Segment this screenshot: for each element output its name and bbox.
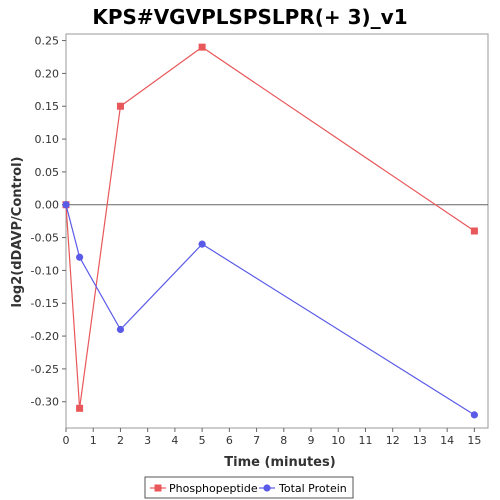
- legend: Phosphopeptide Total Protein: [144, 476, 354, 499]
- plot-frame: [65, 33, 489, 429]
- x-tick-label: 4: [171, 434, 178, 447]
- y-tick-label: 0.00: [35, 199, 60, 212]
- legend-label: Phosphopeptide: [169, 482, 258, 495]
- x-axis-label: Time (minutes): [224, 455, 335, 470]
- x-tick-label: 1: [90, 434, 97, 447]
- x-axis: 0 1 2 3 4 5 6 7 8 9 10 11 12 13 14 15: [63, 428, 481, 447]
- y-tick-label: -0.30: [31, 396, 59, 409]
- y-tick-label: 0.15: [35, 100, 60, 113]
- legend-marker: [154, 484, 162, 492]
- data-point: [76, 404, 84, 412]
- legend-box: [144, 476, 354, 499]
- x-tick-label: 14: [440, 434, 454, 447]
- y-axis: 0.25 0.20 0.15 0.10 0.05 0.00 -0.05 -0.10 -0.15 -…: [31, 35, 66, 409]
- y-tick-label: 0.20: [35, 67, 60, 80]
- data-point: [470, 227, 478, 235]
- x-tick-label: 7: [253, 434, 260, 447]
- x-tick-label: 5: [199, 434, 206, 447]
- x-tick-label: 2: [117, 434, 124, 447]
- data-point: [470, 411, 478, 419]
- data-point: [198, 240, 206, 248]
- y-tick-label: -0.25: [31, 363, 59, 376]
- x-tick-label: 11: [358, 434, 372, 447]
- y-tick-label: 0.05: [35, 166, 60, 179]
- y-tick-label: -0.20: [31, 330, 59, 343]
- chart-title: KPS#VGVPLSPSLPR(+ 3)_v1: [92, 5, 407, 29]
- legend-label: Total Protein: [278, 482, 347, 495]
- x-tick-label: 3: [144, 434, 151, 447]
- x-tick-label: 13: [413, 434, 427, 447]
- data-point: [198, 43, 206, 51]
- y-tick-label: -0.05: [31, 232, 59, 245]
- data-point: [116, 102, 124, 110]
- data-point: [116, 325, 125, 334]
- x-tick-label: 10: [331, 434, 345, 447]
- y-tick-label: -0.10: [31, 264, 59, 277]
- y-axis-label: log2(dDAVP/Control): [10, 157, 25, 308]
- x-tick-label: 6: [226, 434, 233, 447]
- series-layer: [62, 43, 478, 419]
- x-tick-label: 9: [308, 434, 315, 447]
- plot-area: [65, 33, 489, 429]
- data-point: [76, 253, 84, 261]
- x-tick-label: 0: [63, 434, 70, 447]
- y-tick-label: 0.10: [35, 133, 60, 146]
- data-point: [62, 201, 70, 209]
- x-tick-label: 12: [386, 434, 400, 447]
- y-tick-label: 0.25: [35, 35, 60, 48]
- x-tick-label: 8: [280, 434, 287, 447]
- x-tick-label: 15: [467, 434, 481, 447]
- legend-marker: [263, 484, 271, 492]
- y-tick-label: -0.15: [31, 297, 59, 310]
